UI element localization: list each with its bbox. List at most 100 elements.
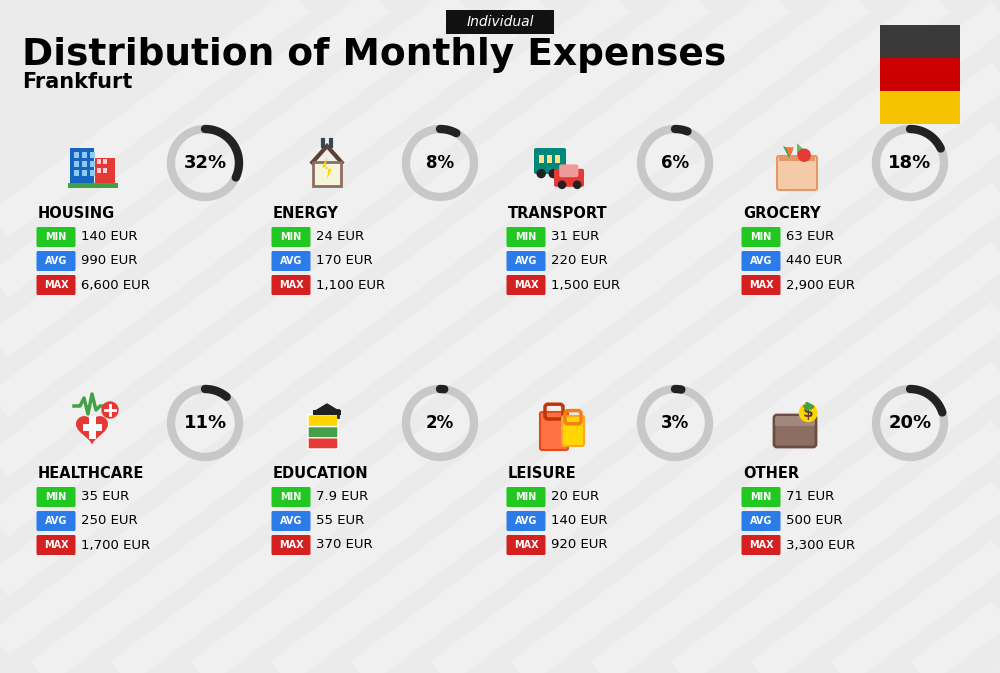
Polygon shape	[315, 403, 339, 411]
Text: 1,700 EUR: 1,700 EUR	[81, 538, 150, 551]
Text: 440 EUR: 440 EUR	[786, 254, 842, 267]
Text: MAX: MAX	[44, 540, 68, 550]
Text: 8%: 8%	[426, 154, 454, 172]
FancyBboxPatch shape	[775, 416, 815, 426]
Text: 32%: 32%	[183, 154, 227, 172]
Text: 71 EUR: 71 EUR	[786, 491, 834, 503]
FancyBboxPatch shape	[880, 91, 960, 124]
Polygon shape	[786, 147, 794, 157]
Text: MAX: MAX	[279, 280, 303, 290]
FancyBboxPatch shape	[547, 155, 552, 163]
Polygon shape	[76, 416, 108, 445]
Circle shape	[102, 402, 118, 418]
Text: MIN: MIN	[45, 232, 67, 242]
Text: 1,100 EUR: 1,100 EUR	[316, 279, 385, 291]
FancyBboxPatch shape	[90, 162, 95, 167]
FancyBboxPatch shape	[36, 227, 76, 247]
FancyBboxPatch shape	[36, 535, 76, 555]
FancyBboxPatch shape	[562, 416, 584, 446]
Text: OTHER: OTHER	[743, 466, 799, 481]
Text: AVG: AVG	[750, 516, 772, 526]
Text: 500 EUR: 500 EUR	[786, 514, 842, 528]
FancyBboxPatch shape	[95, 158, 115, 188]
Text: AVG: AVG	[45, 256, 67, 266]
FancyBboxPatch shape	[36, 487, 76, 507]
Text: MIN: MIN	[515, 232, 537, 242]
Text: 24 EUR: 24 EUR	[316, 230, 364, 244]
FancyBboxPatch shape	[97, 160, 101, 164]
Text: AVG: AVG	[280, 256, 302, 266]
Text: $: $	[803, 405, 814, 421]
Text: 6,600 EUR: 6,600 EUR	[81, 279, 150, 291]
FancyBboxPatch shape	[559, 164, 578, 177]
Text: 18%: 18%	[888, 154, 932, 172]
Text: MAX: MAX	[749, 540, 773, 550]
Text: MAX: MAX	[514, 280, 538, 290]
FancyBboxPatch shape	[74, 152, 79, 158]
FancyBboxPatch shape	[540, 412, 568, 450]
Text: EDUCATION: EDUCATION	[273, 466, 369, 481]
FancyBboxPatch shape	[777, 156, 817, 190]
Text: MIN: MIN	[750, 232, 772, 242]
Text: 7.9 EUR: 7.9 EUR	[316, 491, 368, 503]
FancyBboxPatch shape	[554, 169, 584, 187]
FancyBboxPatch shape	[742, 535, 780, 555]
Text: MAX: MAX	[279, 540, 303, 550]
FancyBboxPatch shape	[272, 251, 310, 271]
Text: LEISURE: LEISURE	[508, 466, 577, 481]
FancyBboxPatch shape	[36, 275, 76, 295]
FancyBboxPatch shape	[507, 275, 546, 295]
FancyBboxPatch shape	[742, 511, 780, 531]
Text: 20%: 20%	[888, 414, 932, 432]
Text: 35 EUR: 35 EUR	[81, 491, 129, 503]
Text: 20 EUR: 20 EUR	[551, 491, 599, 503]
Circle shape	[537, 170, 545, 178]
FancyBboxPatch shape	[272, 535, 310, 555]
Circle shape	[549, 170, 557, 178]
FancyBboxPatch shape	[774, 415, 816, 447]
Text: AVG: AVG	[750, 256, 772, 266]
Circle shape	[558, 181, 566, 188]
FancyBboxPatch shape	[308, 415, 338, 427]
Circle shape	[798, 149, 810, 162]
FancyBboxPatch shape	[742, 251, 780, 271]
Text: 6%: 6%	[661, 154, 689, 172]
FancyBboxPatch shape	[507, 251, 546, 271]
FancyBboxPatch shape	[36, 251, 76, 271]
Text: MAX: MAX	[749, 280, 773, 290]
FancyBboxPatch shape	[507, 511, 546, 531]
FancyBboxPatch shape	[82, 152, 87, 158]
FancyBboxPatch shape	[555, 155, 560, 163]
FancyBboxPatch shape	[313, 162, 341, 186]
Text: ENERGY: ENERGY	[273, 205, 339, 221]
FancyBboxPatch shape	[272, 227, 310, 247]
FancyBboxPatch shape	[272, 275, 310, 295]
Text: 140 EUR: 140 EUR	[551, 514, 608, 528]
FancyBboxPatch shape	[90, 170, 95, 176]
FancyBboxPatch shape	[82, 170, 87, 176]
Text: 990 EUR: 990 EUR	[81, 254, 137, 267]
Text: AVG: AVG	[515, 516, 537, 526]
FancyBboxPatch shape	[308, 426, 338, 438]
FancyBboxPatch shape	[534, 148, 566, 174]
Text: 31 EUR: 31 EUR	[551, 230, 599, 244]
FancyBboxPatch shape	[82, 162, 87, 167]
FancyBboxPatch shape	[507, 227, 546, 247]
Text: 370 EUR: 370 EUR	[316, 538, 373, 551]
Text: GROCERY: GROCERY	[743, 205, 821, 221]
Text: TRANSPORT: TRANSPORT	[508, 205, 608, 221]
Polygon shape	[322, 157, 332, 179]
Text: Frankfurt: Frankfurt	[22, 72, 132, 92]
FancyBboxPatch shape	[36, 511, 76, 531]
Text: 63 EUR: 63 EUR	[786, 230, 834, 244]
FancyBboxPatch shape	[742, 227, 780, 247]
FancyBboxPatch shape	[97, 168, 101, 173]
FancyBboxPatch shape	[70, 148, 94, 188]
FancyBboxPatch shape	[68, 183, 118, 188]
Text: 55 EUR: 55 EUR	[316, 514, 364, 528]
Text: 2%: 2%	[426, 414, 454, 432]
Text: MIN: MIN	[280, 492, 302, 502]
FancyBboxPatch shape	[507, 535, 546, 555]
FancyBboxPatch shape	[313, 411, 341, 415]
FancyBboxPatch shape	[103, 168, 107, 173]
